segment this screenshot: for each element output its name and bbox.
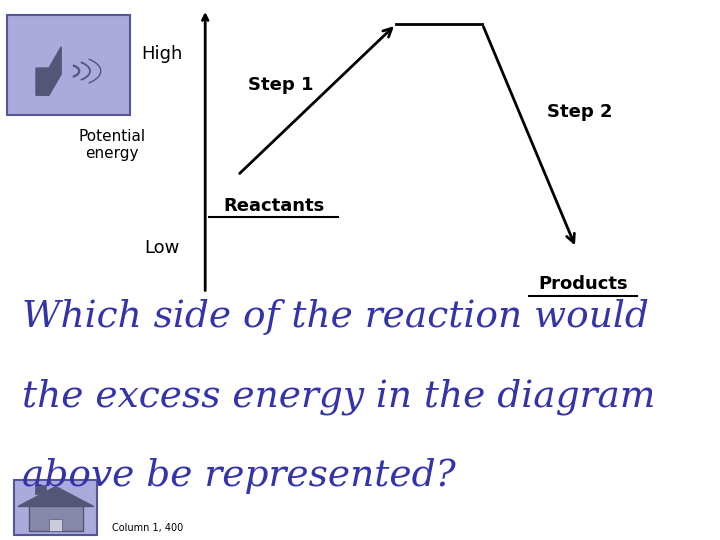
Bar [49,519,62,531]
Text: Reactants: Reactants [223,197,324,214]
Text: Products: Products [539,275,628,293]
Text: Low: Low [144,239,180,257]
Text: the excess energy in the diagram: the excess energy in the diagram [22,379,655,415]
Text: Step 1: Step 1 [248,76,313,93]
Text: above be represented?: above be represented? [22,458,455,494]
Bar [29,506,83,531]
Bar [35,484,46,494]
Text: High: High [141,45,183,63]
Text: Which side of the reaction would: Which side of the reaction would [22,299,649,335]
Bar [7,15,130,115]
Text: Step 2: Step 2 [547,103,612,121]
Text: Column 1, 400: Column 1, 400 [112,523,183,532]
Bar [14,481,97,535]
Text: Potential
energy: Potential energy [78,129,145,161]
Polygon shape [18,487,94,507]
Polygon shape [36,47,61,95]
